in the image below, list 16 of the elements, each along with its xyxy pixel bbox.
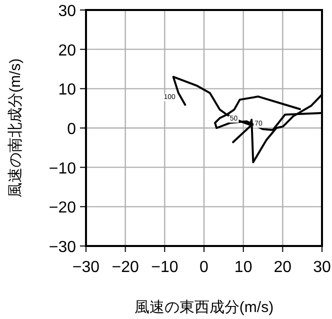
x-tick-label: 10 (234, 259, 252, 276)
y-tick-label: 0 (67, 121, 76, 138)
x-tick-label: 30 (313, 259, 331, 276)
x-axis-title: 風速の東西成分(m/s) (134, 299, 274, 316)
y-tick-label: 20 (58, 42, 76, 60)
y-tick-label: 10 (58, 82, 76, 99)
x-tick-label: −10 (151, 259, 178, 276)
y-tick-label: −20 (48, 200, 76, 217)
x-tick-label: 0 (200, 259, 209, 276)
y-tick-label: −30 (48, 239, 76, 256)
x-tick-label: −20 (112, 259, 140, 276)
y-axis-title: 風速の南北成分(m/s) (7, 58, 24, 198)
y-tick-label: −10 (48, 160, 76, 178)
x-tick-label: 20 (274, 259, 292, 276)
y-tick-label: 30 (58, 3, 76, 20)
x-tick-label: −30 (72, 259, 100, 276)
